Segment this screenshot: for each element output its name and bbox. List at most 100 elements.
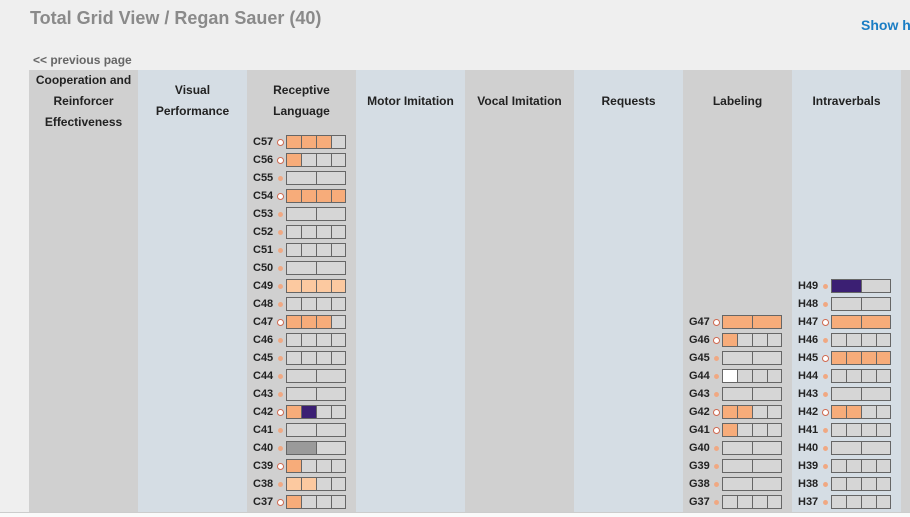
score-cell[interactable] (862, 442, 890, 454)
score-cell[interactable] (832, 496, 847, 508)
score-cell[interactable] (332, 154, 345, 166)
score-cell[interactable] (287, 262, 317, 274)
score-cell[interactable] (723, 388, 753, 400)
milestone-c56[interactable]: C56 (253, 151, 346, 169)
milestone-h43[interactable]: H43 (798, 385, 891, 403)
milestone-h39[interactable]: H39 (798, 457, 891, 475)
score-cell[interactable] (847, 424, 862, 436)
milestone-h37[interactable]: H37 (798, 493, 891, 511)
milestone-h47[interactable]: H47 (798, 313, 891, 331)
score-cell[interactable] (317, 154, 332, 166)
milestone-g43[interactable]: G43 (689, 385, 782, 403)
score-cell[interactable] (877, 334, 890, 346)
score-cell[interactable] (723, 478, 753, 490)
score-cell[interactable] (877, 496, 890, 508)
score-cell[interactable] (332, 496, 345, 508)
milestone-c46[interactable]: C46 (253, 331, 346, 349)
milestone-h49[interactable]: H49 (798, 277, 891, 295)
milestone-g44[interactable]: G44 (689, 367, 782, 385)
score-cell[interactable] (847, 406, 862, 418)
score-cell[interactable] (287, 136, 302, 148)
score-cell[interactable] (317, 136, 332, 148)
score-cell[interactable] (332, 226, 345, 238)
score-cell[interactable] (317, 280, 332, 292)
score-cell[interactable] (332, 190, 345, 202)
milestone-g39[interactable]: G39 (689, 457, 782, 475)
score-cell[interactable] (768, 496, 781, 508)
score-cell[interactable] (287, 334, 302, 346)
milestone-g38[interactable]: G38 (689, 475, 782, 493)
score-cell[interactable] (738, 406, 753, 418)
score-cell[interactable] (832, 442, 862, 454)
score-cell[interactable] (862, 334, 877, 346)
score-cell[interactable] (317, 478, 332, 490)
score-cell[interactable] (302, 298, 317, 310)
score-cell[interactable] (302, 154, 317, 166)
score-cell[interactable] (302, 280, 317, 292)
score-cell[interactable] (753, 460, 781, 472)
score-cell[interactable] (332, 244, 345, 256)
milestone-h41[interactable]: H41 (798, 421, 891, 439)
score-cell[interactable] (723, 442, 753, 454)
score-cell[interactable] (317, 442, 345, 454)
milestone-g37[interactable]: G37 (689, 493, 782, 511)
score-cell[interactable] (862, 388, 890, 400)
score-cell[interactable] (832, 388, 862, 400)
score-cell[interactable] (317, 244, 332, 256)
milestone-c40[interactable]: C40 (253, 439, 346, 457)
score-cell[interactable] (317, 406, 332, 418)
milestone-c39[interactable]: C39 (253, 457, 346, 475)
score-cell[interactable] (723, 334, 738, 346)
score-cell[interactable] (847, 352, 862, 364)
score-cell[interactable] (847, 496, 862, 508)
score-cell[interactable] (317, 190, 332, 202)
score-cell[interactable] (832, 424, 847, 436)
score-cell[interactable] (317, 298, 332, 310)
score-cell[interactable] (287, 316, 302, 328)
score-cell[interactable] (317, 262, 345, 274)
score-cell[interactable] (287, 172, 317, 184)
score-cell[interactable] (862, 352, 877, 364)
score-cell[interactable] (862, 280, 890, 292)
score-cell[interactable] (723, 460, 753, 472)
score-cell[interactable] (847, 460, 862, 472)
score-cell[interactable] (723, 424, 738, 436)
score-cell[interactable] (287, 388, 317, 400)
score-cell[interactable] (877, 406, 890, 418)
score-cell[interactable] (287, 190, 302, 202)
score-cell[interactable] (302, 352, 317, 364)
score-cell[interactable] (753, 388, 781, 400)
score-cell[interactable] (832, 316, 862, 328)
score-cell[interactable] (753, 496, 768, 508)
milestone-c55[interactable]: C55 (253, 169, 346, 187)
score-cell[interactable] (287, 442, 317, 454)
score-cell[interactable] (862, 496, 877, 508)
score-cell[interactable] (753, 334, 768, 346)
score-cell[interactable] (877, 460, 890, 472)
milestone-g42[interactable]: G42 (689, 403, 782, 421)
score-cell[interactable] (302, 406, 317, 418)
score-cell[interactable] (832, 370, 847, 382)
score-cell[interactable] (832, 352, 847, 364)
score-cell[interactable] (317, 388, 345, 400)
milestone-g41[interactable]: G41 (689, 421, 782, 439)
milestone-c48[interactable]: C48 (253, 295, 346, 313)
score-cell[interactable] (738, 334, 753, 346)
score-cell[interactable] (877, 352, 890, 364)
milestone-g40[interactable]: G40 (689, 439, 782, 457)
score-cell[interactable] (317, 352, 332, 364)
score-cell[interactable] (768, 334, 781, 346)
score-cell[interactable] (832, 478, 847, 490)
milestone-c54[interactable]: C54 (253, 187, 346, 205)
score-cell[interactable] (302, 226, 317, 238)
milestone-h45[interactable]: H45 (798, 349, 891, 367)
score-cell[interactable] (832, 280, 862, 292)
score-cell[interactable] (723, 352, 753, 364)
score-cell[interactable] (287, 460, 302, 472)
milestone-c45[interactable]: C45 (253, 349, 346, 367)
score-cell[interactable] (753, 352, 781, 364)
score-cell[interactable] (862, 424, 877, 436)
score-cell[interactable] (753, 442, 781, 454)
milestone-c43[interactable]: C43 (253, 385, 346, 403)
score-cell[interactable] (317, 316, 332, 328)
